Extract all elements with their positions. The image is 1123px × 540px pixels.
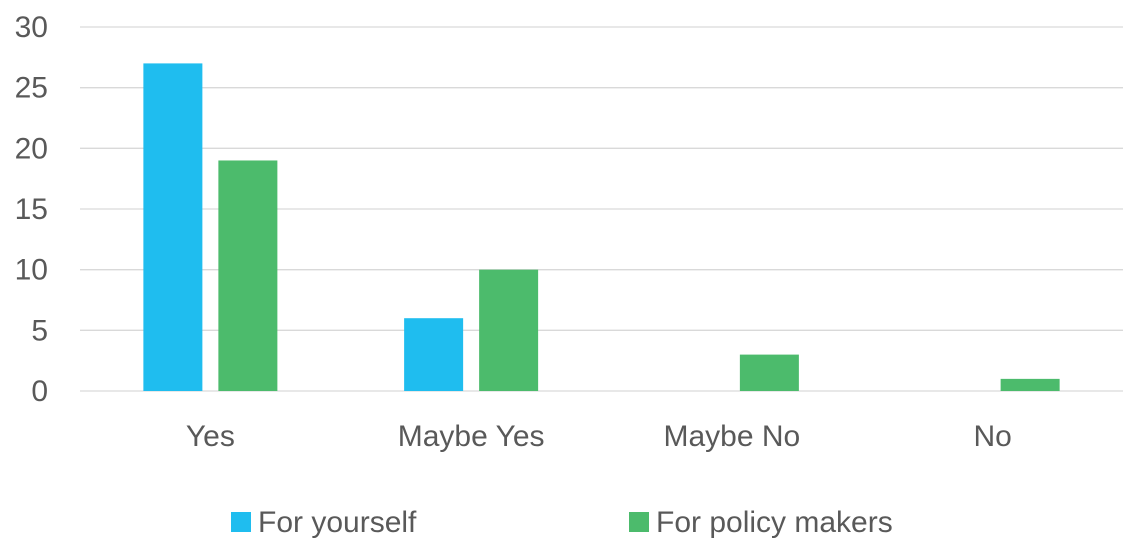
bar-yes-for-policy-makers xyxy=(218,160,278,391)
y-tick-label: 15 xyxy=(15,193,48,226)
x-tick-label: Maybe No xyxy=(664,420,801,453)
bar-maybe-yes-for-policy-makers xyxy=(479,269,539,391)
legend: For yourself For policy makers xyxy=(231,506,893,539)
y-tick-label: 20 xyxy=(15,132,48,165)
bar-yes-for-yourself xyxy=(143,63,203,392)
legend-swatch-for-yourself xyxy=(231,512,251,532)
legend-label: For policy makers xyxy=(656,506,893,539)
bar-maybe-yes-for-yourself xyxy=(404,318,464,391)
y-tick-label: 5 xyxy=(31,314,48,347)
x-tick-label: Maybe Yes xyxy=(398,420,545,453)
bar-maybe-no-for-policy-makers xyxy=(739,354,799,391)
y-tick-label: 0 xyxy=(31,375,48,408)
y-tick-label: 25 xyxy=(15,72,48,105)
legend-swatch-for-policy-makers xyxy=(629,512,649,532)
y-tick-label: 10 xyxy=(15,254,48,287)
x-tick-label: Yes xyxy=(186,420,235,453)
x-tick-label: No xyxy=(973,420,1011,453)
axes: 0 5 10 15 20 25 30 Yes Maybe Yes Maybe No No xyxy=(15,11,1012,453)
legend-label: For yourself xyxy=(258,506,417,539)
bar-no-for-policy-makers xyxy=(1000,378,1060,391)
y-tick-label: 30 xyxy=(15,11,48,44)
bars xyxy=(143,63,1060,392)
